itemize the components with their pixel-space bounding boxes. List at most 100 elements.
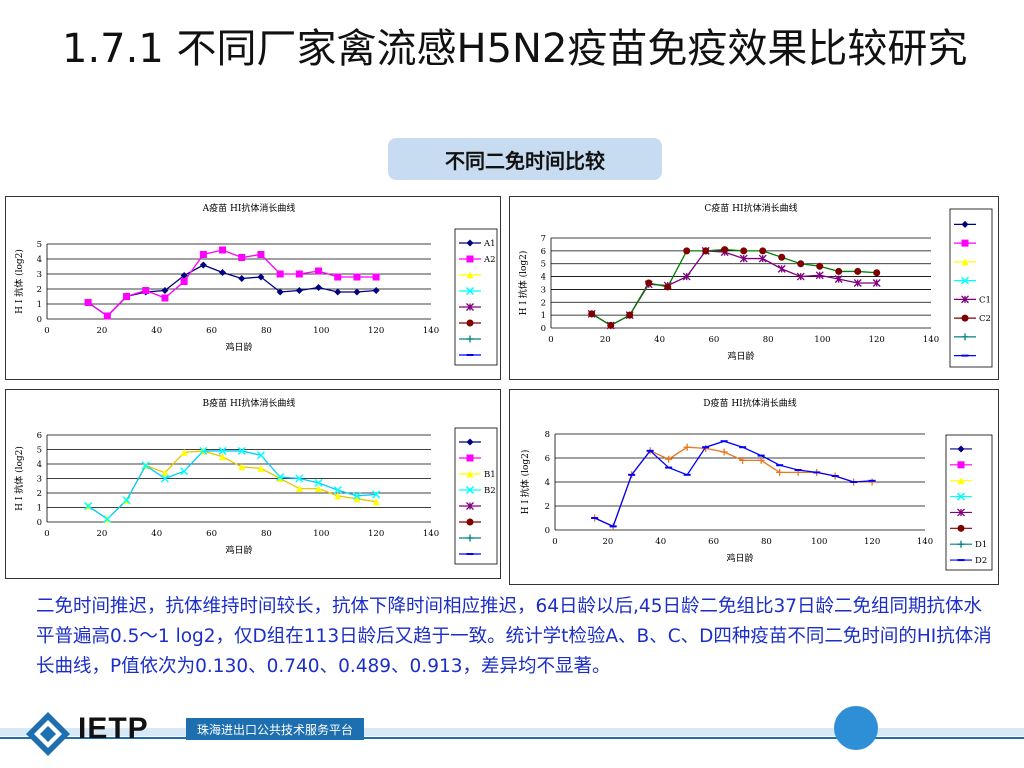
- y-axis-label: H I 抗体 (log2): [13, 249, 25, 314]
- y-tick-label: 5: [541, 260, 546, 270]
- data-point: [238, 254, 246, 261]
- y-tick-label: 2: [37, 285, 42, 295]
- data-point: [199, 251, 207, 258]
- y-tick-label: 6: [37, 431, 42, 441]
- y-tick-label: 8: [545, 430, 550, 440]
- legend-marker: [466, 319, 474, 327]
- data-point: [276, 473, 285, 482]
- y-tick-label: 3: [541, 285, 546, 295]
- data-point: [219, 246, 227, 254]
- y-tick-label: 0: [37, 518, 42, 528]
- x-tick-label: 120: [864, 537, 880, 547]
- legend-marker: [466, 239, 474, 247]
- x-tick-label: 120: [869, 335, 885, 345]
- data-point: [353, 288, 361, 296]
- x-tick-label: 20: [96, 529, 107, 539]
- legend-box: [949, 208, 993, 368]
- data-point: [141, 461, 150, 470]
- series-line-c2: [591, 248, 877, 327]
- y-tick-label: 2: [545, 502, 550, 512]
- y-tick-label: 4: [37, 460, 42, 470]
- legend-label: D1: [975, 540, 987, 550]
- y-tick-label: 0: [545, 526, 550, 536]
- footer-org-name: 珠海进出口公共技术服务平台: [186, 718, 364, 740]
- legend-box: [454, 228, 498, 366]
- data-point: [180, 272, 188, 279]
- chart-title: D疫苗 HI抗体消长曲线: [703, 397, 796, 409]
- data-point: [219, 269, 227, 276]
- series-line-d1: [594, 446, 873, 528]
- data-point: [588, 310, 596, 318]
- x-axis-label: 鸡日龄: [727, 350, 754, 362]
- data-point: [315, 485, 323, 493]
- x-tick-label: 20: [602, 537, 613, 547]
- data-point: [853, 279, 862, 287]
- legend-marker: [466, 271, 474, 279]
- data-point: [372, 287, 380, 294]
- legend-marker: [466, 438, 474, 446]
- data-point: [720, 448, 728, 456]
- data-point: [219, 453, 227, 461]
- legend-marker: [466, 534, 474, 542]
- data-point: [295, 485, 303, 493]
- legend-label: B2: [484, 486, 496, 496]
- data-point: [84, 299, 92, 306]
- data-point: [276, 288, 284, 296]
- data-point: [739, 456, 747, 464]
- data-point: [797, 260, 805, 268]
- data-point: [873, 269, 881, 277]
- legend-marker: [961, 333, 969, 341]
- data-point: [199, 261, 207, 269]
- data-point: [664, 283, 672, 291]
- data-point: [645, 279, 653, 287]
- x-tick-label: 40: [654, 335, 665, 345]
- data-point: [776, 468, 784, 476]
- legend-marker: [466, 303, 474, 311]
- y-tick-label: 1: [37, 300, 42, 310]
- section-label: 不同二免时间比较: [388, 138, 662, 180]
- data-point: [607, 321, 615, 329]
- chart-panel-b: B疫苗 HI抗体消长曲线 0 1 2 3 4 5 6 0 20 40 60 80 100 120 140 鸡日龄…: [5, 389, 501, 579]
- data-point: [123, 293, 131, 300]
- legend-box: [945, 434, 993, 571]
- chart-a: A疫苗 HI抗体消长曲线 0 1 2 3 4 5 0 20 40 60 80 100 120 140 鸡日龄 H…: [13, 202, 498, 366]
- legend-marker: [961, 258, 969, 266]
- x-tick-label: 40: [655, 537, 666, 547]
- data-point: [796, 272, 805, 281]
- x-tick-label: 120: [368, 326, 384, 336]
- y-tick-label: 5: [37, 446, 42, 456]
- footer-logo-text: IETP: [78, 712, 149, 745]
- y-tick-label: 4: [37, 255, 42, 265]
- legend-marker: [957, 524, 965, 532]
- chart-title: B疫苗 HI抗体消长曲线: [203, 397, 296, 409]
- x-tick-label: 80: [261, 326, 272, 336]
- legend-marker: [957, 540, 965, 548]
- data-point: [295, 474, 304, 483]
- legend-marker: [465, 286, 475, 296]
- data-point: [276, 475, 284, 482]
- y-tick-label: 2: [37, 489, 42, 499]
- data-point: [315, 267, 323, 275]
- y-axis-label: H I 抗体 (log2): [517, 251, 529, 316]
- data-point: [238, 275, 246, 282]
- legend-label: A1: [483, 239, 496, 249]
- x-tick-label: 120: [368, 529, 384, 539]
- chart-c: C疫苗 HI抗体消长曲线 0 1 2 3 4 5 6 7 0 20 40 60 80 100 120 140 鸡日…: [517, 202, 993, 368]
- x-tick-label: 100: [811, 537, 827, 547]
- data-point: [626, 311, 634, 319]
- data-point: [702, 444, 710, 452]
- data-point: [353, 273, 361, 281]
- y-tick-label: 5: [37, 240, 42, 250]
- data-point: [218, 446, 227, 455]
- legend-marker: [961, 220, 969, 228]
- y-axis-label: H I 抗体 (log2): [13, 446, 25, 511]
- data-point: [815, 271, 824, 280]
- x-tick-label: 0: [552, 537, 557, 547]
- legend-marker: [956, 492, 966, 501]
- y-tick-label: 0: [37, 315, 42, 325]
- data-point: [103, 312, 111, 320]
- chart-panel-d: D疫苗 HI抗体消长曲线 0 2 4 6 8 0 20 40 60 80 100 120 140 鸡日龄 H …: [509, 389, 999, 585]
- x-tick-label: 60: [708, 335, 719, 345]
- data-point: [142, 287, 150, 294]
